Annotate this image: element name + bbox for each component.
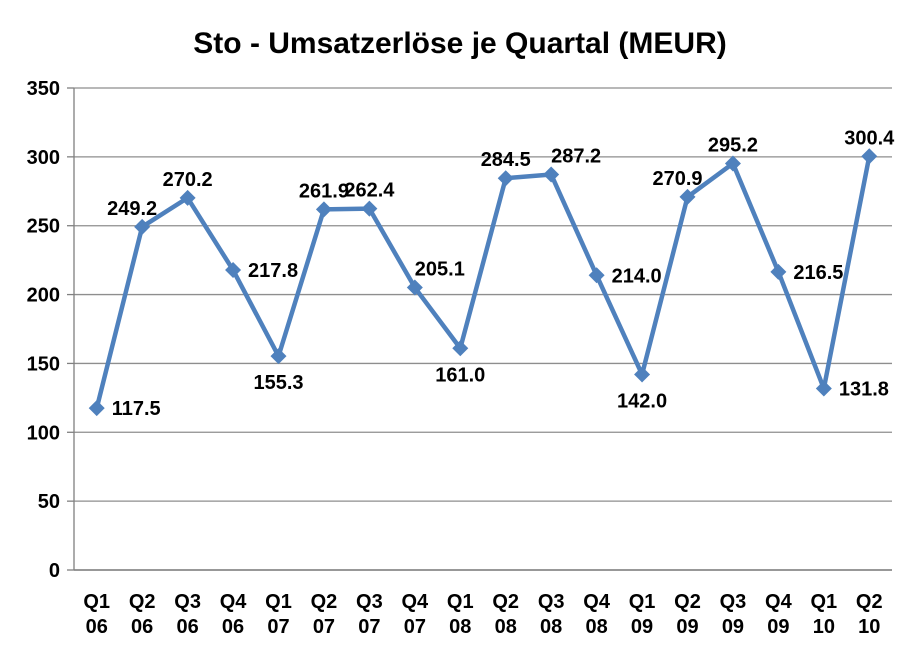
x-axis-label-quarter: Q3: [174, 591, 201, 613]
x-axis-label-quarter: Q2: [311, 591, 338, 613]
x-axis-label-year: 09: [631, 616, 653, 638]
x-axis-label-year: 07: [404, 616, 426, 638]
y-axis-label: 200: [27, 285, 60, 307]
data-label: 155.3: [253, 372, 303, 394]
y-axis-label: 350: [27, 78, 60, 100]
y-axis-label: 100: [27, 422, 60, 444]
x-axis-label-year: 07: [313, 616, 335, 638]
x-axis-label-year: 08: [495, 616, 517, 638]
y-axis-label: 0: [49, 560, 60, 582]
data-label: 117.5: [112, 398, 161, 420]
data-label: 205.1: [415, 259, 465, 281]
data-point-marker: [634, 366, 651, 383]
data-point-marker: [361, 200, 378, 217]
x-axis-label-quarter: Q4: [583, 591, 611, 613]
x-axis-label-year: 09: [676, 616, 698, 638]
x-axis-label-quarter: Q1: [629, 591, 656, 613]
x-axis-label-quarter: Q1: [447, 591, 474, 613]
data-label: 217.8: [248, 260, 298, 282]
data-point-marker: [225, 262, 242, 279]
x-axis-label-quarter: Q1: [83, 591, 110, 613]
plot-area: 0 50 100 150 200 250 300 350 117.5 249.2 270.2 217.…: [27, 78, 896, 638]
data-label: 216.5: [793, 262, 843, 284]
x-axis-label-quarter: Q1: [265, 591, 292, 613]
data-label: 270.9: [652, 168, 702, 190]
data-point-marker: [588, 267, 605, 284]
x-axis-label-year: 10: [858, 616, 880, 638]
data-label: 300.4: [844, 127, 895, 149]
data-label: 131.8: [839, 378, 889, 400]
x-axis-label-quarter: Q4: [765, 591, 793, 613]
x-axis-label-year: 08: [585, 616, 607, 638]
x-axis-label-quarter: Q1: [810, 591, 837, 613]
data-label: 249.2: [107, 198, 157, 220]
x-axis-label-quarter: Q2: [129, 591, 156, 613]
y-axis-label: 50: [38, 491, 60, 513]
x-axis-label-year: 06: [176, 616, 198, 638]
data-label: 261.9: [299, 180, 349, 202]
x-axis-label-quarter: Q2: [674, 591, 701, 613]
data-point-marker: [679, 188, 696, 205]
series-line: [94, 154, 872, 411]
data-point-marker: [452, 340, 469, 357]
data-label: 214.0: [612, 265, 662, 287]
data-point-marker: [270, 348, 287, 365]
data-point-marker: [134, 218, 151, 235]
x-axis-label-quarter: Q3: [720, 591, 747, 613]
x-axis-label-year: 06: [222, 616, 244, 638]
data-point-marker: [497, 170, 514, 187]
data-label: 142.0: [617, 390, 667, 412]
data-point-marker: [315, 201, 332, 218]
data-point-marker: [861, 148, 878, 165]
data-label: 287.2: [551, 145, 601, 167]
x-axis-label-quarter: Q4: [401, 591, 429, 613]
data-point-marker: [770, 263, 787, 280]
data-label: 284.5: [481, 149, 531, 171]
chart-title: Sto - Umsatzerlöse je Quartal (MEUR): [193, 27, 726, 60]
data-label: 161.0: [435, 364, 485, 386]
data-point-marker: [406, 279, 423, 296]
x-axis-label-year: 06: [131, 616, 153, 638]
data-label: 270.2: [163, 169, 213, 191]
x-axis-label-year: 07: [358, 616, 380, 638]
x-axis-label-year: 09: [767, 616, 789, 638]
x-axis-label-quarter: Q4: [220, 591, 248, 613]
data-label: 295.2: [708, 134, 758, 156]
x-axis-label-year: 09: [722, 616, 744, 638]
x-axis-label-year: 08: [449, 616, 471, 638]
x-axis-label-year: 10: [813, 616, 835, 638]
data-point-marker: [815, 380, 832, 397]
data-point-marker: [179, 189, 196, 206]
x-axis-label-year: 06: [86, 616, 108, 638]
x-axis-label-quarter: Q2: [856, 591, 883, 613]
y-axis-label: 150: [27, 353, 60, 375]
x-axis-label-year: 07: [267, 616, 289, 638]
data-point-marker: [543, 166, 560, 183]
data-point-marker: [88, 400, 105, 417]
x-axis-label-year: 08: [540, 616, 562, 638]
y-axis-label: 250: [27, 216, 60, 238]
y-axis-label: 300: [27, 147, 60, 169]
x-axis-label-quarter: Q2: [492, 591, 519, 613]
data-point-marker: [724, 155, 741, 172]
x-axis-label-quarter: Q3: [538, 591, 565, 613]
data-label: 262.4: [344, 180, 395, 202]
x-axis-label-quarter: Q3: [356, 591, 383, 613]
